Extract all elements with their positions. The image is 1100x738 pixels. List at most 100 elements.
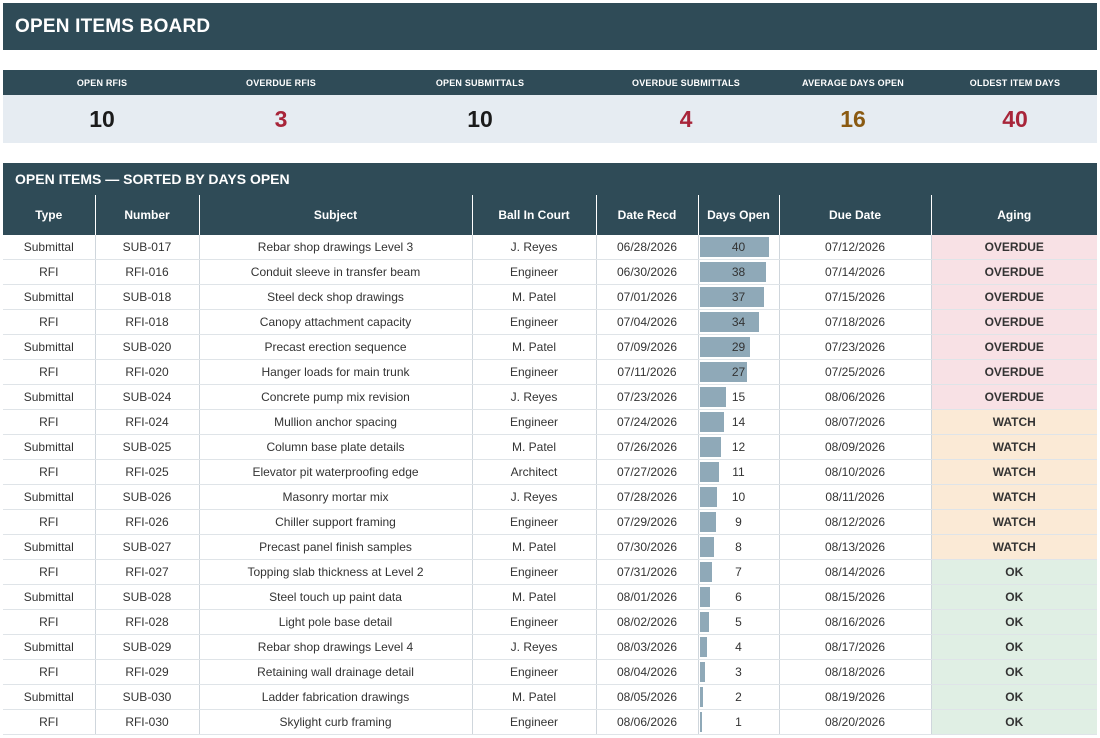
column-header-date-recd[interactable]: Date Recd (596, 195, 699, 235)
cell-ball-in-court: M. Patel (472, 534, 597, 560)
cell-type: Submittal (3, 534, 96, 560)
table-row[interactable]: RFI RFI-026 Chiller support framing Enginee… (3, 509, 1097, 535)
cell-ball-in-court: Engineer (472, 309, 597, 335)
cell-date-recd: 07/11/2026 (596, 359, 699, 385)
column-header-ball-in-court[interactable]: Ball In Court (472, 195, 597, 235)
cell-due-date: 07/15/2026 (779, 284, 932, 310)
cell-type: RFI (3, 559, 96, 585)
cell-type: RFI (3, 459, 96, 485)
table-row[interactable]: RFI RFI-018 Canopy attachment capacity Engi… (3, 309, 1097, 335)
cell-due-date: 08/06/2026 (779, 384, 932, 410)
kpi-label-overdue-submittals: OVERDUE SUBMITTALS (632, 77, 740, 88)
cell-due-date: 08/19/2026 (779, 684, 932, 710)
table-row[interactable]: Submittal SUB-017 Rebar shop drawings Leve… (3, 235, 1097, 260)
cell-type: Submittal (3, 384, 96, 410)
cell-subject: Hanger loads for main trunk (199, 359, 473, 385)
column-header-number[interactable]: Number (95, 195, 200, 235)
days-open-bar (699, 462, 719, 482)
kpi-label-open-submittals: OPEN SUBMITTALS (435, 77, 525, 88)
cell-type: RFI (3, 309, 96, 335)
cell-aging-status: WATCH (931, 534, 1097, 560)
cell-ball-in-court: Engineer (472, 409, 597, 435)
table-row[interactable]: RFI RFI-020 Hanger loads for main trunk Eng… (3, 359, 1097, 385)
table-row[interactable]: RFI RFI-027 Topping slab thickness at Leve… (3, 559, 1097, 585)
cell-aging-status: OVERDUE (931, 334, 1097, 360)
cell-days-open: 12 (698, 434, 780, 460)
cell-date-recd: 07/29/2026 (596, 509, 699, 535)
days-open-value: 1 (735, 715, 742, 729)
cell-subject: Ladder fabrication drawings (199, 684, 473, 710)
cell-due-date: 08/17/2026 (779, 634, 932, 660)
cell-due-date: 07/14/2026 (779, 259, 932, 285)
column-header-aging[interactable]: Aging (931, 195, 1097, 235)
cell-date-recd: 07/09/2026 (596, 334, 699, 360)
table-row[interactable]: Submittal SUB-030 Ladder fabrication drawi… (3, 684, 1097, 710)
cell-days-open: 14 (698, 409, 780, 435)
table-row[interactable]: Submittal SUB-027 Precast panel finish sam… (3, 534, 1097, 560)
table-row[interactable]: RFI RFI-016 Conduit sleeve in transfer bea… (3, 259, 1097, 285)
cell-aging-status: WATCH (931, 509, 1097, 535)
cell-number: SUB-030 (95, 684, 200, 710)
table-row[interactable]: RFI RFI-029 Retaining wall drainage detail… (3, 659, 1097, 685)
cell-subject: Steel deck shop drawings (199, 284, 473, 310)
days-open-bar (699, 412, 724, 432)
cell-subject: Elevator pit waterproofing edge (199, 459, 473, 485)
cell-days-open: 37 (698, 284, 780, 310)
cell-aging-status: OVERDUE (931, 359, 1097, 385)
cell-due-date: 07/23/2026 (779, 334, 932, 360)
cell-subject: Rebar shop drawings Level 4 (199, 634, 473, 660)
cell-ball-in-court: M. Patel (472, 284, 597, 310)
days-open-value: 5 (735, 615, 742, 629)
table-row[interactable]: RFI RFI-024 Mullion anchor spacing Engineer… (3, 409, 1097, 435)
days-open-bar (699, 687, 703, 707)
cell-days-open: 1 (698, 709, 780, 735)
cell-due-date: 08/16/2026 (779, 609, 932, 635)
days-open-bar (699, 487, 717, 507)
table-row[interactable]: Submittal SUB-028 Steel touch up paint dat… (3, 584, 1097, 610)
cell-number: SUB-029 (95, 634, 200, 660)
column-header-type[interactable]: Type (3, 195, 96, 235)
column-header-subject[interactable]: Subject (199, 195, 473, 235)
table-row[interactable]: RFI RFI-025 Elevator pit waterproofing edg… (3, 459, 1097, 485)
kpi-value: 10 (89, 105, 115, 132)
days-open-value: 15 (731, 390, 746, 404)
cell-due-date: 08/11/2026 (779, 484, 932, 510)
cell-date-recd: 07/30/2026 (596, 534, 699, 560)
cell-number: SUB-025 (95, 434, 200, 460)
cell-ball-in-court: Engineer (472, 509, 597, 535)
cell-aging-status: OK (931, 609, 1097, 635)
cell-ball-in-court: Engineer (472, 659, 597, 685)
cell-subject: Masonry mortar mix (199, 484, 473, 510)
table-row[interactable]: Submittal SUB-020 Precast erection sequenc… (3, 334, 1097, 360)
table-row[interactable]: Submittal SUB-024 Concrete pump mix revisi… (3, 384, 1097, 410)
cell-subject: Mullion anchor spacing (199, 409, 473, 435)
table-row[interactable]: RFI RFI-028 Light pole base detail Engineer… (3, 609, 1097, 635)
table-row[interactable]: Submittal SUB-018 Steel deck shop drawings… (3, 284, 1097, 310)
column-header-days-open[interactable]: Days Open (698, 195, 780, 235)
cell-number: SUB-024 (95, 384, 200, 410)
days-open-value: 40 (731, 240, 746, 254)
table-row[interactable]: Submittal SUB-029 Rebar shop drawings Leve… (3, 634, 1097, 660)
kpi-value: 16 (840, 105, 866, 132)
days-open-value: 12 (731, 440, 746, 454)
days-open-value: 38 (731, 265, 746, 279)
cell-number: RFI-020 (95, 359, 200, 385)
table-row[interactable]: Submittal SUB-026 Masonry mortar mix J. Rey… (3, 484, 1097, 510)
days-open-value: 34 (731, 315, 746, 329)
days-open-bar (699, 262, 766, 282)
cell-number: SUB-027 (95, 534, 200, 560)
cell-number: RFI-027 (95, 559, 200, 585)
days-open-bar (699, 437, 721, 457)
column-header-due-date[interactable]: Due Date (779, 195, 932, 235)
cell-days-open: 6 (698, 584, 780, 610)
cell-type: RFI (3, 409, 96, 435)
table-row[interactable]: Submittal SUB-025 Column base plate detail… (3, 434, 1097, 460)
cell-number: RFI-026 (95, 509, 200, 535)
table-row[interactable]: RFI RFI-030 Skylight curb framing Engineer 0… (3, 709, 1097, 735)
cell-days-open: 15 (698, 384, 780, 410)
cell-due-date: 08/12/2026 (779, 509, 932, 535)
cell-aging-status: OK (931, 634, 1097, 660)
cell-type: RFI (3, 709, 96, 735)
cell-aging-status: OVERDUE (931, 284, 1097, 310)
cell-ball-in-court: Engineer (472, 609, 597, 635)
